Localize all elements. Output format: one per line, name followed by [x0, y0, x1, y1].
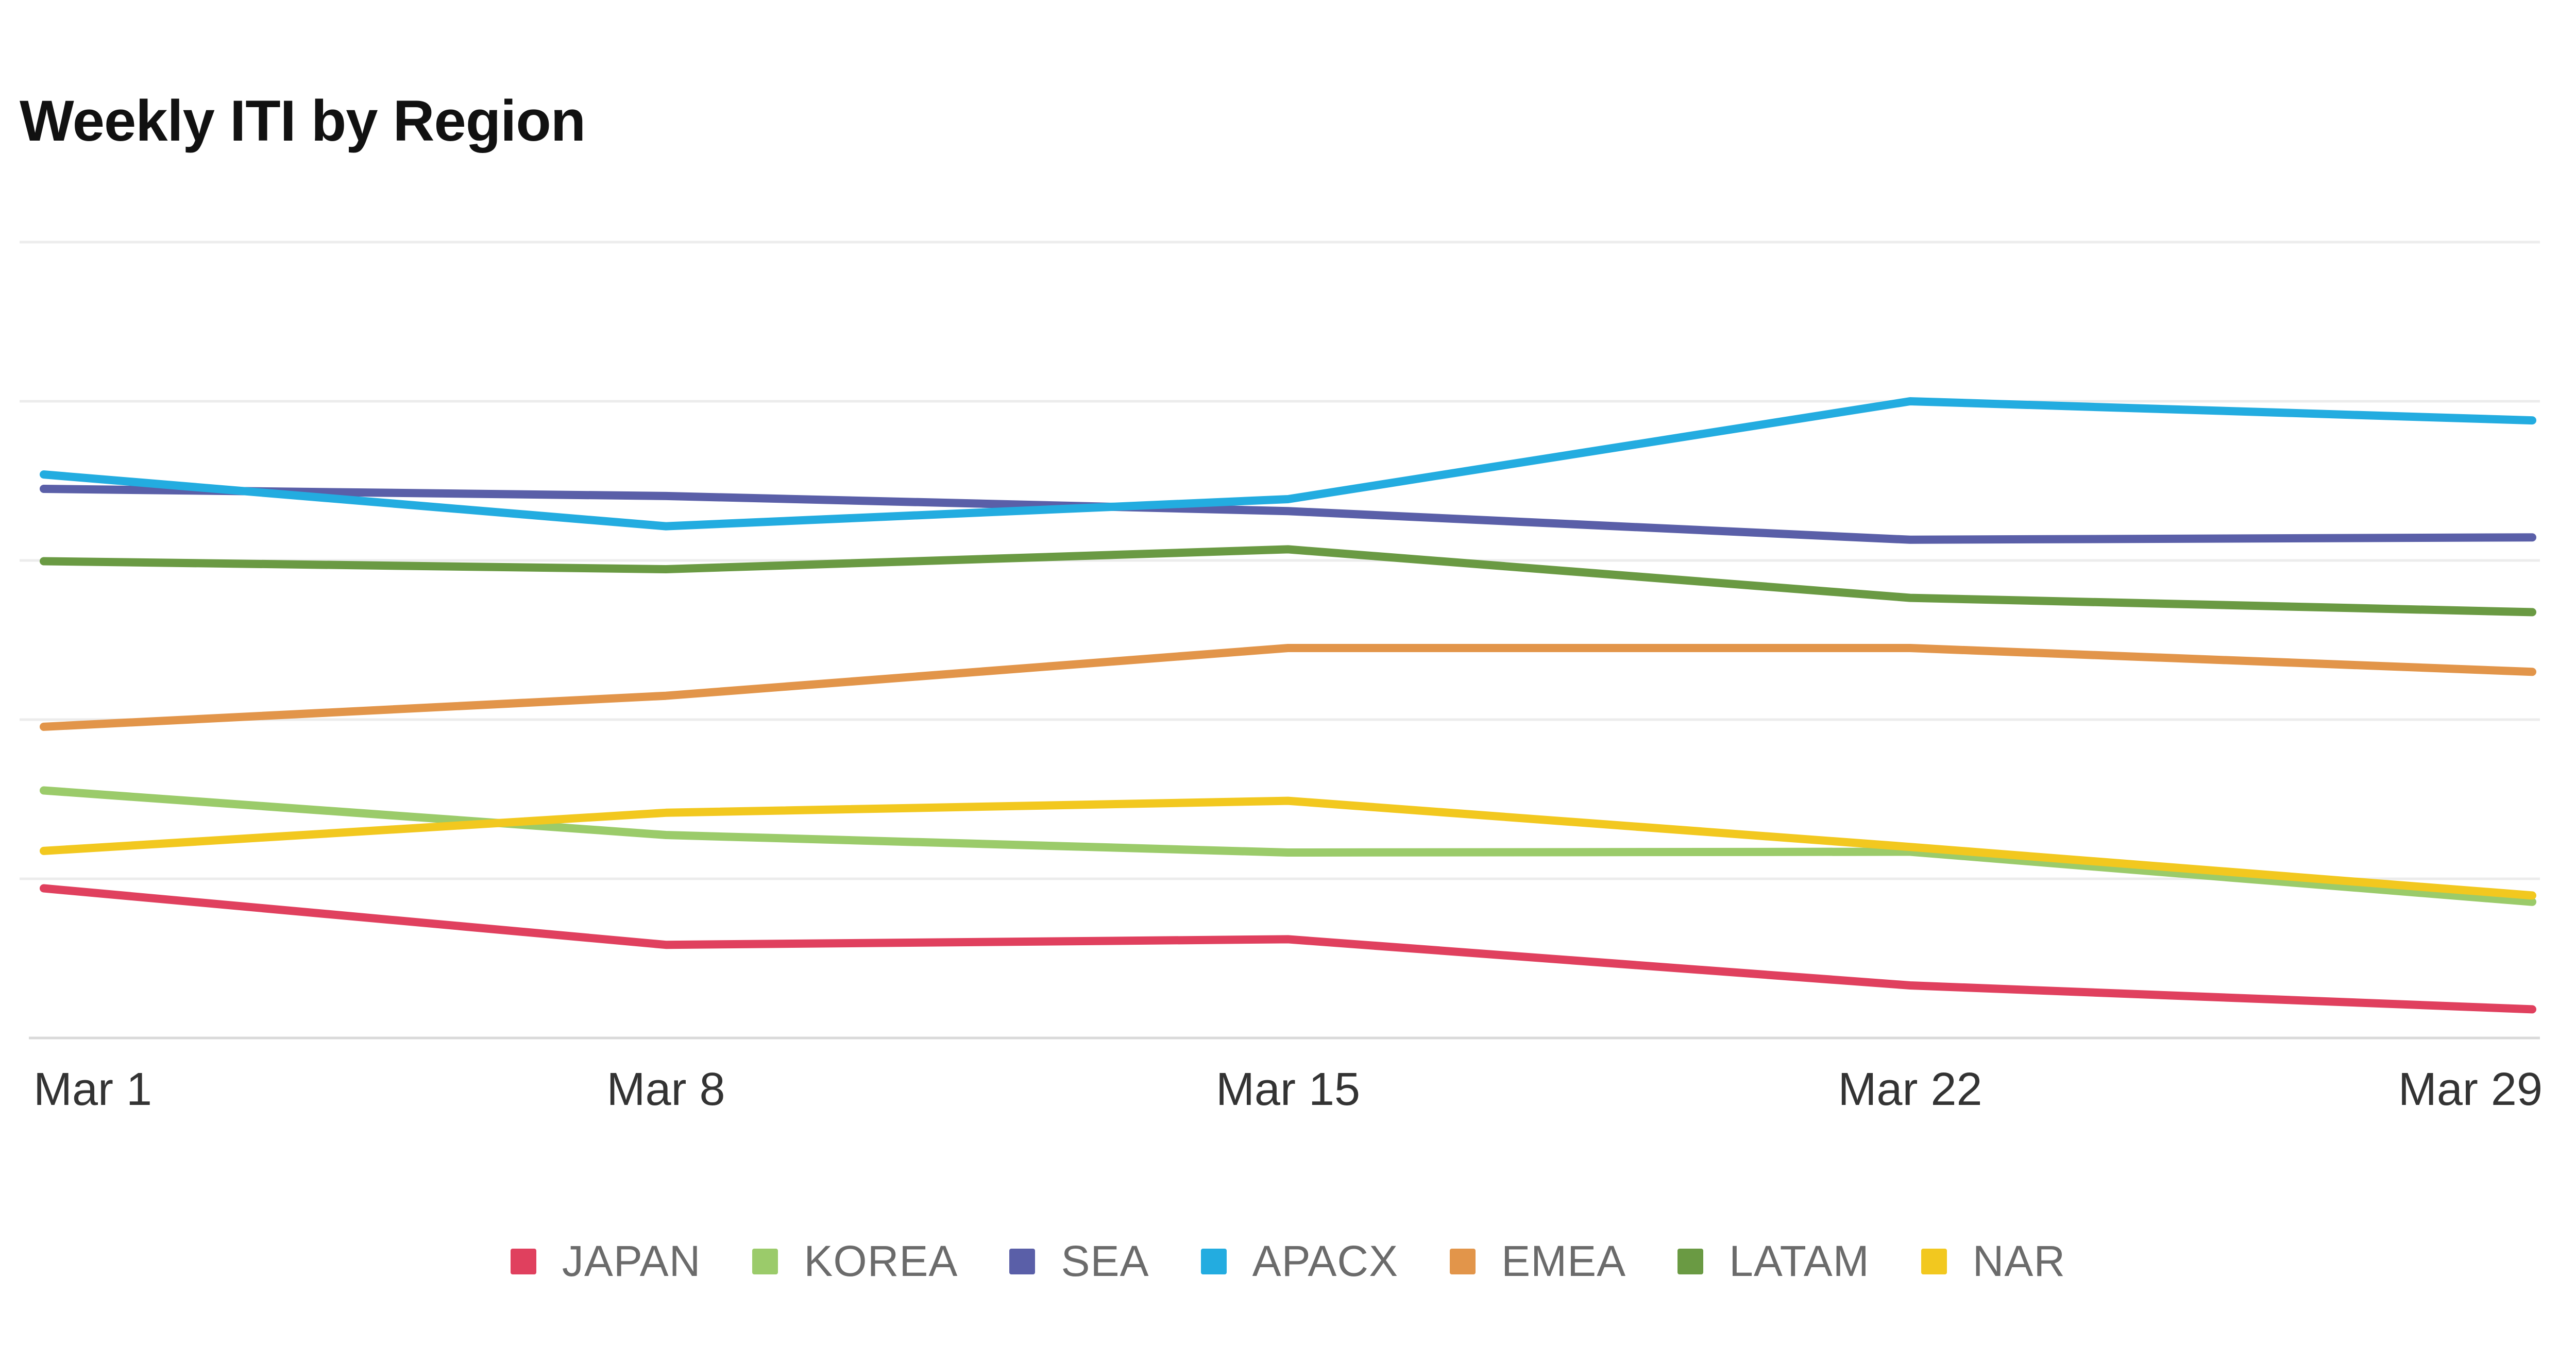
legend-item-nar[interactable]: NAR: [1921, 1236, 2065, 1286]
series-line-apacx[interactable]: [40, 397, 2536, 531]
series-line-korea[interactable]: [40, 786, 2536, 906]
chart-title: Weekly ITI by Region: [20, 89, 586, 153]
x-tick-label: Mar 15: [1216, 1064, 1360, 1115]
legend-label: KOREA: [804, 1237, 958, 1285]
legend-item-emea[interactable]: EMEA: [1450, 1236, 1626, 1286]
legend-label: APACX: [1252, 1237, 1399, 1285]
legend-swatch: [1921, 1248, 1947, 1274]
series-line-emea[interactable]: [40, 644, 2536, 731]
series-line-sea[interactable]: [40, 485, 2536, 544]
legend-swatch: [1200, 1248, 1227, 1274]
x-tick-label: Mar 29: [2398, 1064, 2543, 1115]
legend-label: LATAM: [1729, 1237, 1870, 1285]
legend-label: SEA: [1061, 1237, 1149, 1285]
legend-swatch: [1677, 1248, 1704, 1274]
x-tick-label: Mar 8: [606, 1064, 725, 1115]
series-line-latam[interactable]: [40, 545, 2536, 617]
legend-label: EMEA: [1501, 1237, 1626, 1285]
legend-label: NAR: [1972, 1237, 2066, 1285]
gridlines: [20, 241, 2540, 1040]
x-tick-label: Mar 22: [1838, 1064, 1982, 1115]
legend-item-apacx[interactable]: APACX: [1200, 1236, 1399, 1286]
series-lines: [40, 397, 2536, 1014]
x-tick-label: Mar 1: [33, 1064, 152, 1115]
legend-item-latam[interactable]: LATAM: [1677, 1236, 1870, 1286]
legend-item-korea[interactable]: KOREA: [752, 1236, 958, 1286]
x-axis-ticks: Mar 1 Mar 8 Mar 15 Mar 22 Mar 29: [33, 1064, 2543, 1115]
legend-swatch: [752, 1248, 778, 1274]
series-line-nar[interactable]: [40, 796, 2536, 900]
legend: JAPAN KOREA SEA APACX EMEA LATAM NAR: [0, 1236, 2576, 1286]
legend-label: JAPAN: [562, 1237, 701, 1285]
series-line-japan[interactable]: [40, 884, 2536, 1014]
legend-swatch: [1450, 1248, 1476, 1274]
legend-item-sea[interactable]: SEA: [1009, 1236, 1149, 1286]
legend-item-japan[interactable]: JAPAN: [510, 1236, 701, 1286]
legend-swatch: [510, 1248, 536, 1274]
legend-swatch: [1009, 1248, 1036, 1274]
